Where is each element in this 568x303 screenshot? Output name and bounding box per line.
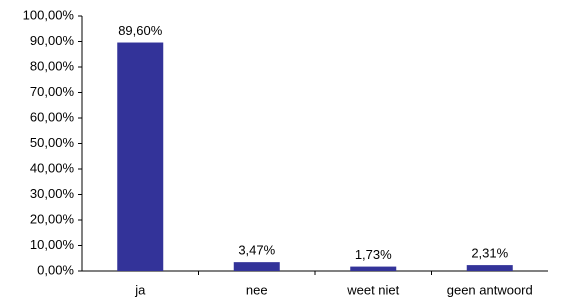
y-tick-label: 20,00%: [30, 211, 75, 226]
bar: [467, 265, 513, 271]
bar: [234, 262, 280, 271]
x-tick-label: geen antwoord: [447, 282, 533, 297]
x-tick-label: nee: [246, 282, 268, 297]
value-label: 1,73%: [355, 247, 392, 262]
y-tick-label: 60,00%: [30, 109, 75, 124]
chart: 0,00% 10,00% 20,00% 30,00% 40,00% 50,00% 60,00…: [0, 0, 568, 303]
y-tick-label: 10,00%: [30, 237, 75, 252]
x-tick-label: weet niet: [346, 282, 399, 297]
y-tick-label: 0,00%: [37, 262, 74, 277]
y-tick-label: 70,00%: [30, 84, 75, 99]
y-tick-label: 50,00%: [30, 135, 75, 150]
y-tick-label: 80,00%: [30, 58, 75, 73]
y-tick-label: 40,00%: [30, 160, 75, 175]
value-label: 3,47%: [238, 243, 275, 258]
y-tick-label: 100,00%: [23, 7, 75, 22]
page: {"chart_data": {"type": "bar", "categori…: [0, 0, 568, 303]
y-tick-label: 90,00%: [30, 33, 75, 48]
bar: [350, 267, 396, 271]
value-label: 2,31%: [471, 246, 508, 261]
x-tick-label: ja: [134, 282, 146, 297]
value-label: 89,60%: [118, 23, 163, 38]
y-tick-label: 30,00%: [30, 186, 75, 201]
bar: [117, 43, 163, 271]
